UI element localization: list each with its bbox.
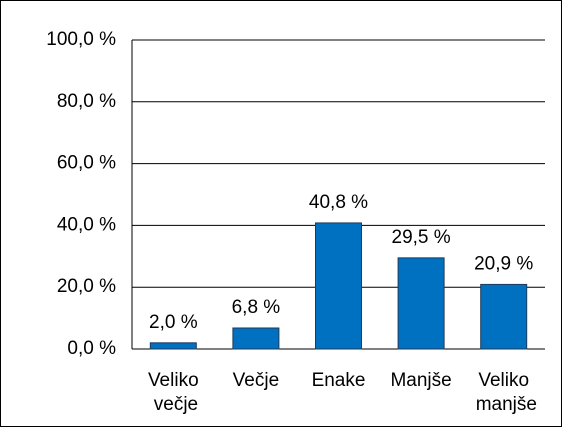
y-tick-label: 60,0 %	[57, 153, 116, 174]
y-tick-label: 0,0 %	[67, 338, 116, 359]
data-label: 6,8 %	[232, 297, 281, 318]
x-tick-label: Enake	[312, 370, 366, 391]
data-label: 2,0 %	[149, 312, 198, 333]
y-tick-label: 100,0 %	[46, 29, 116, 50]
bar	[397, 257, 445, 350]
y-tick-label: 40,0 %	[57, 214, 116, 235]
bar	[149, 342, 197, 350]
x-tick-label: Veliko manjše	[470, 370, 537, 415]
data-label: 29,5 %	[392, 227, 451, 248]
data-label: 20,9 %	[474, 253, 533, 274]
y-tick-label: 80,0 %	[57, 91, 116, 112]
bar	[315, 222, 362, 350]
bar	[480, 283, 528, 350]
x-tick-label: Večje	[233, 370, 279, 391]
bar	[232, 327, 280, 350]
y-tick-label: 20,0 %	[57, 276, 116, 297]
data-label: 40,8 %	[309, 192, 368, 213]
x-tick-label: Veliko večje	[148, 370, 199, 415]
x-tick-label: Manjše	[390, 370, 451, 391]
